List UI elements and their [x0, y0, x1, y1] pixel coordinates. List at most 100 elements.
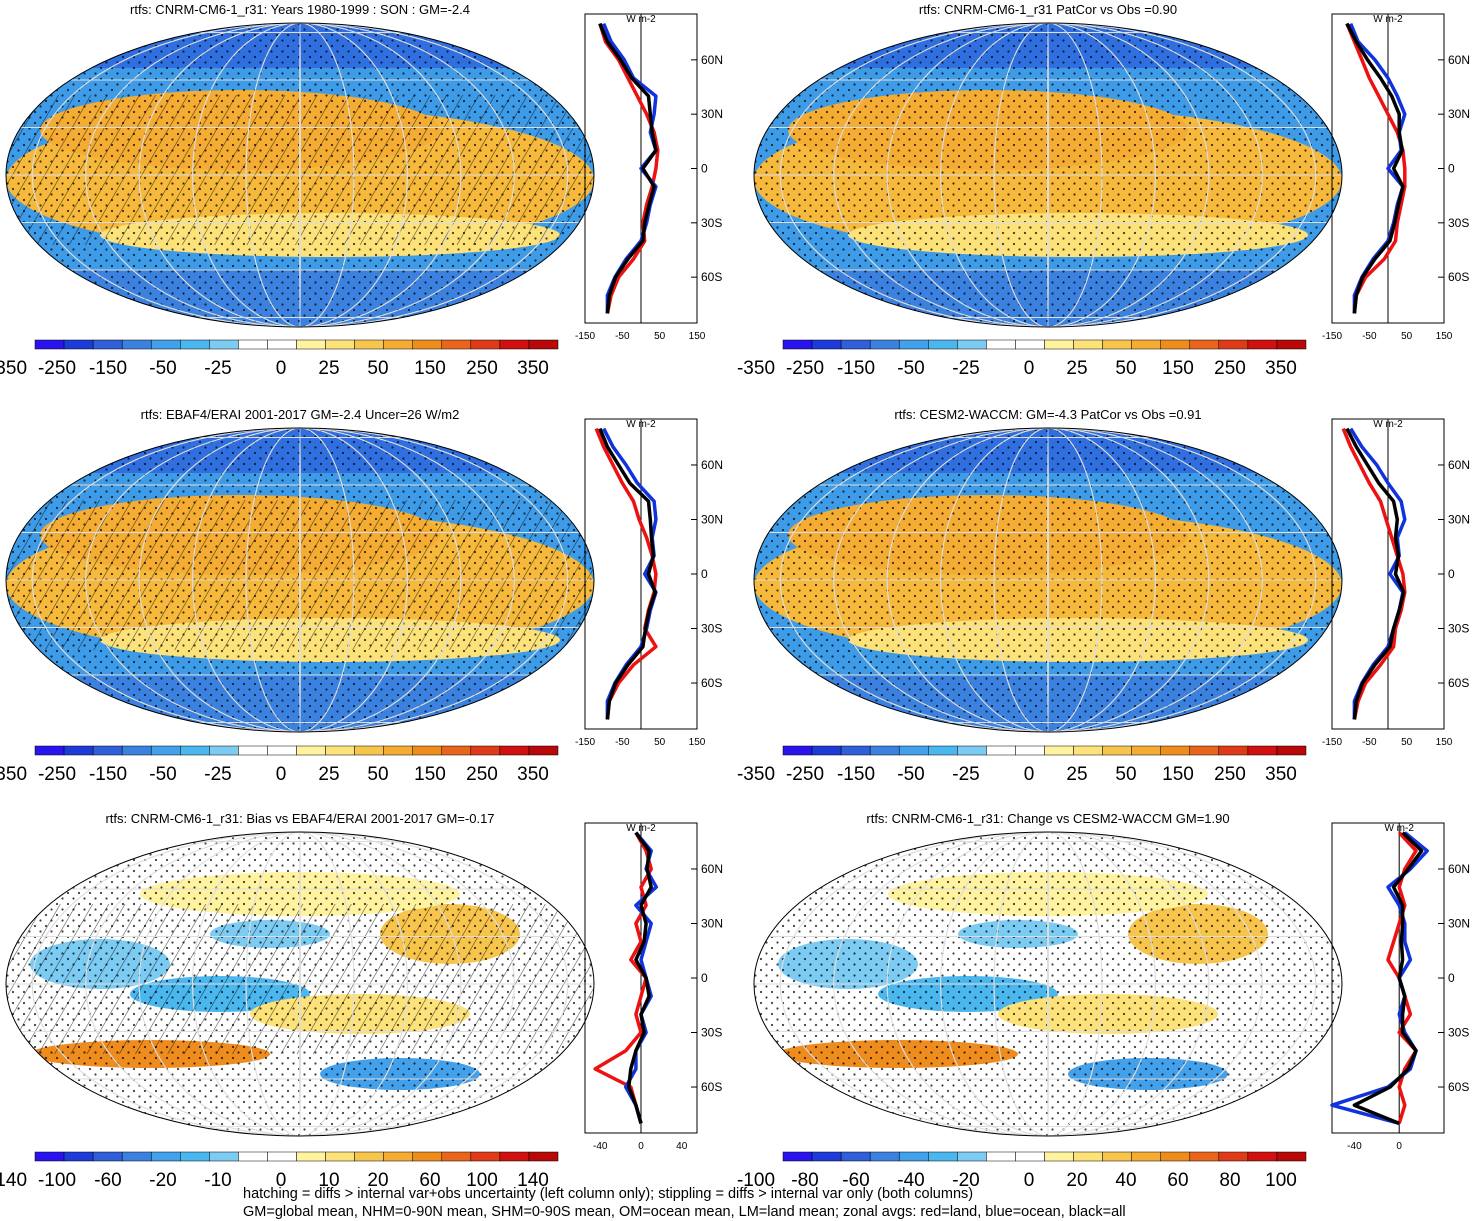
colorbar-box [528, 1151, 559, 1162]
meridian-line [779, 832, 1317, 1136]
panel-4: rtfs: CESM2-WACCM: GM=-4.3 PatCor vs Obs… [737, 407, 1470, 785]
meridian-line [993, 832, 1103, 1136]
meridian-line [299, 832, 301, 1136]
colorbar-box [869, 1151, 900, 1162]
colorbar-box [528, 745, 559, 756]
colorbar-box [34, 1151, 65, 1162]
colorbar-box [1015, 745, 1045, 756]
colorbar-box [1073, 745, 1103, 756]
map-area [754, 23, 1342, 327]
map-outline [753, 427, 1343, 733]
colorbar-box [1189, 1151, 1220, 1162]
colorbar-box [986, 745, 1016, 756]
zonal-unit-label: W m-2 [626, 823, 656, 834]
colorbar-tick-label: 0 [1024, 764, 1035, 785]
colorbar-box [840, 339, 871, 350]
zonal-lat-label: 60N [701, 862, 723, 876]
meridian-line [940, 23, 1156, 327]
colorbar-box [267, 745, 297, 756]
meridian-line [1047, 23, 1049, 327]
colorbar-tick-label: 250 [1214, 358, 1246, 379]
zonal-x-label: 50 [654, 331, 666, 342]
meridian-line [299, 428, 301, 732]
colorbar-box [499, 1151, 530, 1162]
colorbar-box [296, 745, 326, 756]
colorbar-box [209, 339, 239, 350]
colorbar-box [63, 1151, 94, 1162]
colorbar-box [811, 1151, 842, 1162]
colorbar-box [811, 339, 842, 350]
zonal-x-label: 0 [1396, 1141, 1402, 1152]
colorbar-box [1102, 1151, 1132, 1162]
colorbar-tick-label: 100 [1265, 1170, 1297, 1191]
panel-title: rtfs: CNRM-CM6-1_r31: Years 1980-1999 : … [130, 2, 470, 17]
colorbar-box [180, 339, 210, 350]
meridian-line [192, 428, 408, 732]
colorbar-box [412, 745, 443, 756]
colorbar-box [34, 745, 65, 756]
colorbar-box [150, 1151, 181, 1162]
colorbar-tick-label: -25 [952, 358, 979, 379]
colorbar-box [957, 745, 987, 756]
zonal-lat-label: 30S [701, 622, 722, 636]
colorbar-tick-label: 100 [466, 1170, 498, 1191]
meridian-line [85, 832, 515, 1136]
colorbar-tick-label: 50 [367, 358, 388, 379]
colorbar-tick-label: 0 [276, 764, 287, 785]
zonal-lat-label: 60N [701, 53, 723, 67]
meridian-line [833, 832, 1263, 1136]
meridian-line [31, 832, 569, 1136]
map-outline [753, 831, 1343, 1137]
colorbar-tick-label: -60 [94, 1170, 121, 1191]
colorbar-tick-label: -50 [897, 764, 924, 785]
colorbar-box [34, 339, 65, 350]
colorbar-box [92, 745, 123, 756]
zonal-lat-label: 0 [701, 162, 708, 176]
colorbar-box [928, 745, 958, 756]
colorbar-box [898, 745, 929, 756]
colorbar-box [1218, 1151, 1249, 1162]
colorbar-box [928, 339, 958, 350]
colorbar-tick-label: -350 [737, 358, 775, 379]
colorbar-tick-label: 140 [517, 1170, 549, 1191]
map-outline [5, 831, 595, 1137]
colorbar-box [1160, 745, 1191, 756]
colorbar-tick-label: -50 [149, 358, 176, 379]
zonal-all-curve [1352, 831, 1424, 1126]
meridian-line [192, 832, 408, 1136]
colorbar-box [869, 339, 900, 350]
map-area [754, 832, 1342, 1136]
colorbar-box [1218, 745, 1249, 756]
zonal-land-curve [594, 427, 658, 720]
map-outline [5, 427, 595, 733]
colorbar-tick-label: 150 [414, 358, 446, 379]
zonal-lat-label: 0 [1448, 162, 1455, 176]
colorbar-box [528, 339, 559, 350]
zonal-lat-label: 30N [1448, 512, 1470, 526]
zonal-lat-label: 0 [1448, 971, 1455, 985]
colorbar-tick-label: -100 [737, 1170, 775, 1191]
colorbar-box [267, 1151, 297, 1162]
meridian-line [779, 23, 1317, 327]
map-outline [753, 22, 1343, 328]
colorbar-tick-label: 50 [1115, 358, 1136, 379]
zonal-lat-label: 60N [1448, 53, 1470, 67]
colorbar-tick-label: -20 [952, 1170, 979, 1191]
meridian-line [138, 428, 462, 732]
colorbar-tick-label: 350 [517, 358, 549, 379]
colorbar-box [296, 1151, 326, 1162]
colorbar-box [1073, 339, 1103, 350]
colorbar-box [1189, 745, 1220, 756]
panel-title: rtfs: EBAF4/ERAI 2001-2017 GM=-2.4 Uncer… [141, 407, 460, 422]
colorbar-tick-label: 50 [1115, 764, 1136, 785]
colorbar-box [840, 1151, 871, 1162]
colorbar-tick-label: -25 [952, 764, 979, 785]
zonal-lat-label: 30S [1448, 216, 1469, 230]
meridian-line [192, 23, 408, 327]
zonal-x-label: -150 [1322, 331, 1342, 342]
colorbar-box [782, 745, 813, 756]
meridian-line [886, 832, 1210, 1136]
colorbar-box [63, 745, 94, 756]
zonal-unit-label: W m-2 [626, 14, 656, 25]
